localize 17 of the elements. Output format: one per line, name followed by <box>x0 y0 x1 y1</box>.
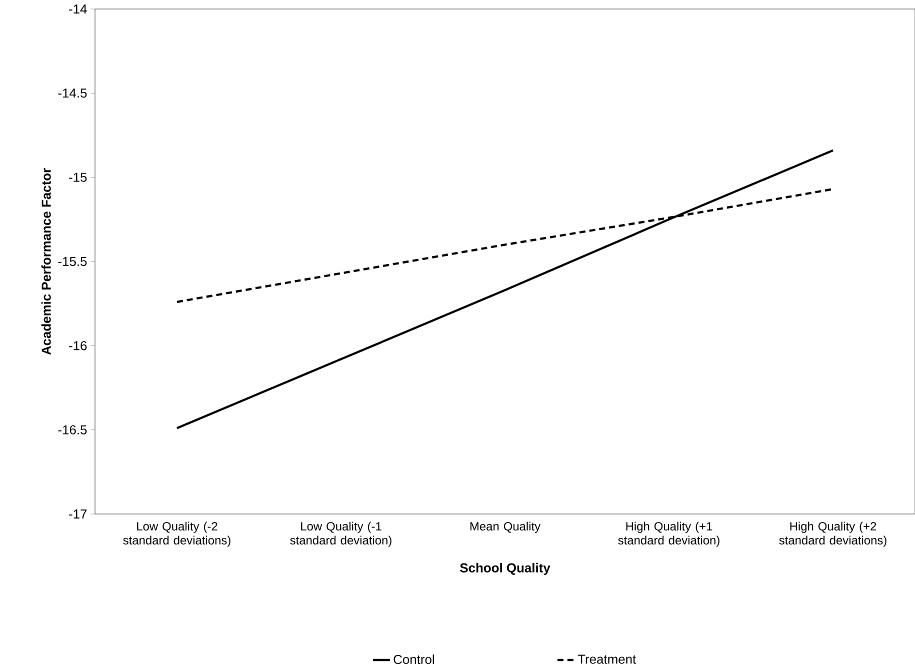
line-series <box>176 149 834 430</box>
x-tick-label: High Quality (+2 standard deviations) <box>779 522 886 547</box>
x-axis-title: School Quality <box>460 562 550 576</box>
x-tick-label: Low Quality (-1 standard deviation) <box>290 522 392 547</box>
y-axis-title: Academic Performance Factor <box>41 168 51 355</box>
y-tick-label: -16 <box>69 341 87 350</box>
y-tick-label: -15.5 <box>58 256 87 266</box>
x-tick-label: High Quality (+1 standard deviation) <box>618 522 720 547</box>
y-tick-label: -14 <box>69 4 87 14</box>
y-tick-label: -17 <box>69 510 87 518</box>
y-tick-label: -15 <box>69 172 87 182</box>
x-tick-label: Low Quality (-2 standard deviations) <box>123 522 230 547</box>
y-tick-label: -14.5 <box>58 88 87 98</box>
y-tick-label: -16.5 <box>58 425 87 434</box>
x-tick-label: Mean Quality <box>470 522 541 533</box>
legend-label: Treatment <box>578 654 636 664</box>
legend-label: Control <box>394 654 434 664</box>
